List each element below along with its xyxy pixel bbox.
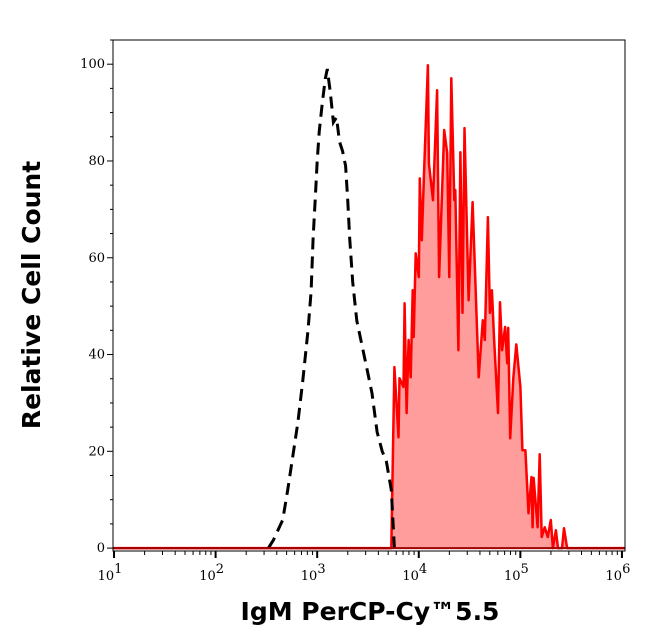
positive-histogram-line [113, 63, 625, 550]
isotype-histogram-line [267, 68, 396, 549]
y-tick-label: 80 [88, 154, 105, 169]
y-tick-label: 60 [88, 251, 105, 266]
x-tick-label: 104 [402, 562, 427, 584]
y-tick-label: 0 [97, 541, 105, 556]
plot-frame [112, 39, 626, 552]
y-tick-label: 100 [80, 57, 105, 72]
x-tick-label: 106 [606, 562, 631, 584]
y-axis-title: Relative Cell Count [17, 161, 46, 429]
x-tick-label: 103 [301, 562, 326, 584]
positive-histogram-fill [113, 65, 625, 549]
x-tick-label: 102 [199, 562, 224, 584]
x-tick-label: 101 [98, 562, 123, 584]
x-axis-title: IgM PerCP-Cy™5.5 [241, 597, 500, 626]
y-tick-label: 40 [88, 348, 105, 363]
x-tick-label: 105 [504, 562, 529, 584]
y-tick-label: 20 [88, 444, 105, 459]
